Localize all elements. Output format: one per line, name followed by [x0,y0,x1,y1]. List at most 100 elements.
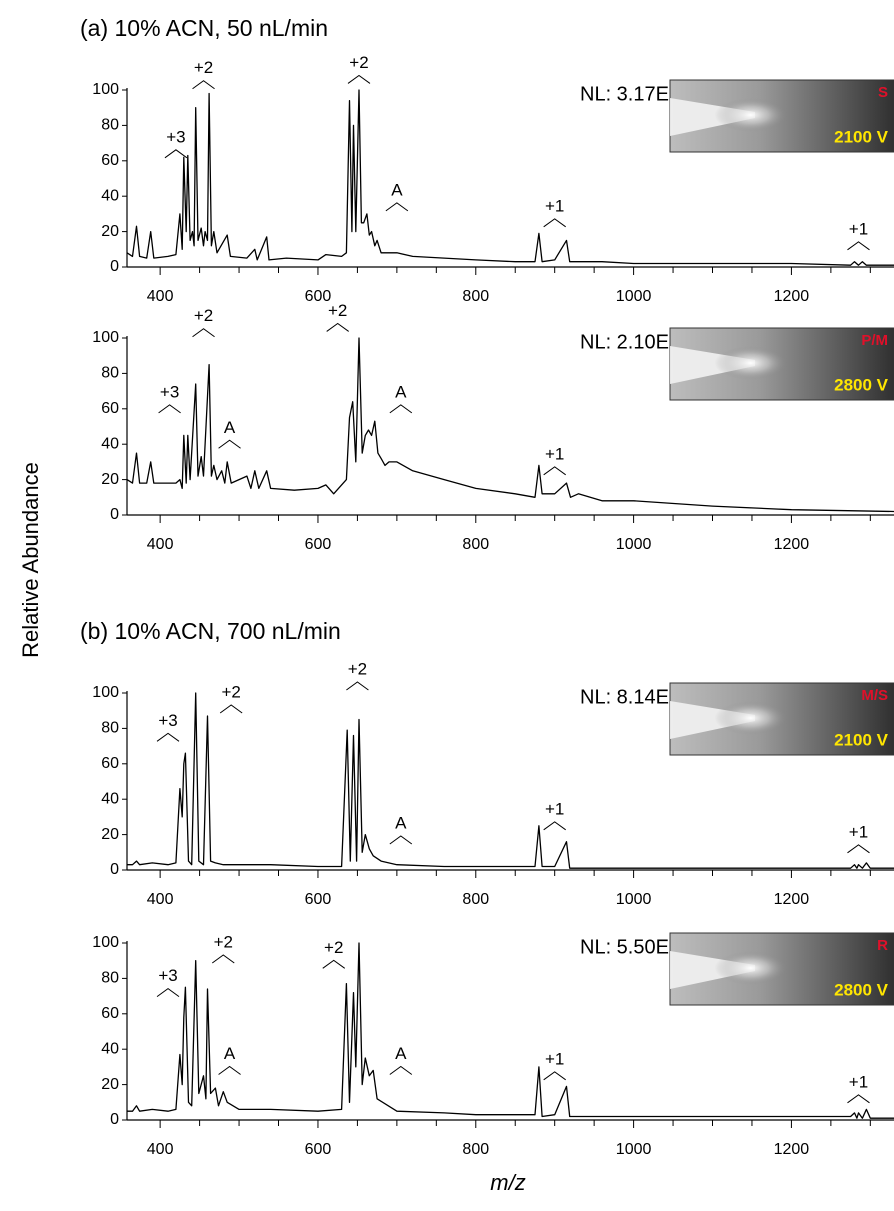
spectrum-line [126,89,894,266]
annotation-bracket [156,732,180,742]
y-tick-label: 20 [101,1076,119,1093]
peak-annotation: +2 [349,53,368,72]
annotation-bracket [218,439,241,449]
annotation-bracket [389,404,413,414]
annotation-bracket [192,80,215,90]
peak-annotation: +1 [545,799,564,818]
y-tick-label: 0 [110,506,119,523]
peak-annotation: +3 [158,711,177,730]
annotation-bracket [322,959,346,969]
y-tick-label: 80 [101,117,119,134]
peak-annotation: +1 [849,1072,868,1091]
peak-annotation: A [391,180,403,199]
annotation-bracket [543,218,566,228]
spectrum-panel: (b) 10% ACN, 700 nL/min 0 20 40 60 80 100 400 60… [80,618,894,908]
x-tick-label: 1200 [774,288,810,305]
peak-annotation: +1 [849,822,868,841]
y-tick-label: 40 [101,1040,119,1057]
annotation-bracket [543,821,566,831]
x-tick-label: 1200 [774,891,810,908]
spray-mode: R [877,937,888,954]
y-tick-label: 40 [101,187,119,204]
x-tick-label: 1000 [616,1141,652,1158]
y-axis-label: Relative Abundance [18,462,43,658]
x-tick-label: 400 [147,1141,174,1158]
y-tick-label: 100 [92,81,119,98]
spray-voltage: 2800 V [834,980,889,999]
annotation-bracket [389,1065,413,1075]
spray-voltage: 2100 V [834,127,889,146]
spray-mode: M/S [861,687,888,704]
panel-title: (b) 10% ACN, 700 nL/min [80,618,341,644]
y-tick-label: 0 [110,258,119,275]
x-tick-label: 1000 [616,536,652,553]
y-tick-label: 100 [92,329,119,346]
annotation-bracket [347,74,371,84]
x-tick-label: 1000 [616,288,652,305]
annotation-bracket [385,202,409,212]
annotation-bracket [847,1094,870,1104]
peak-annotation: A [224,1044,236,1063]
spectrum-line [126,337,894,513]
x-tick-label: 1200 [774,536,810,553]
peak-annotation: +3 [160,382,179,401]
y-tick-label: 20 [101,471,119,488]
spray-plume [705,335,825,391]
spray-voltage: 2100 V [834,730,889,749]
peak-annotation: +3 [166,127,185,146]
peak-annotation: +2 [221,682,240,701]
annotation-bracket [219,704,243,714]
y-tick-label: 60 [101,755,119,772]
annotation-bracket [543,466,566,476]
annotation-bracket [158,404,181,414]
x-tick-label: 800 [462,1141,489,1158]
spray-mode: S [878,84,888,101]
annotation-bracket [211,954,235,964]
y-tick-label: 40 [101,435,119,452]
x-tick-label: 600 [305,1141,332,1158]
y-tick-label: 0 [110,861,119,878]
x-tick-label: 400 [147,536,174,553]
peak-annotation: A [395,382,407,401]
annotation-bracket [847,844,870,854]
annotation-bracket [389,835,413,845]
x-axis-label: m/z [490,1170,525,1195]
spray-plume [705,87,825,143]
peak-annotation: A [224,418,236,437]
y-tick-label: 100 [92,934,119,951]
peak-annotation: +2 [194,306,213,325]
x-tick-label: 400 [147,288,174,305]
peak-annotation: +2 [194,58,213,77]
x-tick-label: 600 [305,536,332,553]
annotation-bracket [218,1065,241,1075]
spectrum-line [127,942,894,1119]
x-tick-label: 400 [147,891,174,908]
spray-plume [705,690,825,746]
spectrum-line [127,692,894,869]
x-tick-label: 1000 [616,891,652,908]
y-tick-label: 20 [101,223,119,240]
annotation-bracket [346,681,369,691]
y-tick-label: 100 [92,684,119,701]
normalization-level: NL: 8.14E6 [580,686,680,708]
x-tick-label: 800 [462,891,489,908]
normalization-level: NL: 2.10E6 [580,331,680,353]
y-tick-label: 60 [101,1005,119,1022]
y-tick-label: 40 [101,790,119,807]
peak-annotation: +1 [849,219,868,238]
spray-voltage: 2800 V [834,375,889,394]
spray-plume [705,940,825,996]
x-tick-label: 600 [305,288,332,305]
y-tick-label: 80 [101,720,119,737]
spray-mode: P/M [861,332,888,349]
peak-annotation: +1 [545,444,564,463]
peak-annotation: +3 [158,966,177,985]
y-tick-label: 60 [101,400,119,417]
peak-annotation: +2 [214,932,233,951]
x-tick-label: 1200 [774,1141,810,1158]
spectrum-panel: (a) 10% ACN, 50 nL/min 0 20 40 60 80 100 400 600… [80,15,894,305]
y-tick-label: 60 [101,152,119,169]
peak-annotation: A [395,813,407,832]
annotation-bracket [164,149,188,159]
